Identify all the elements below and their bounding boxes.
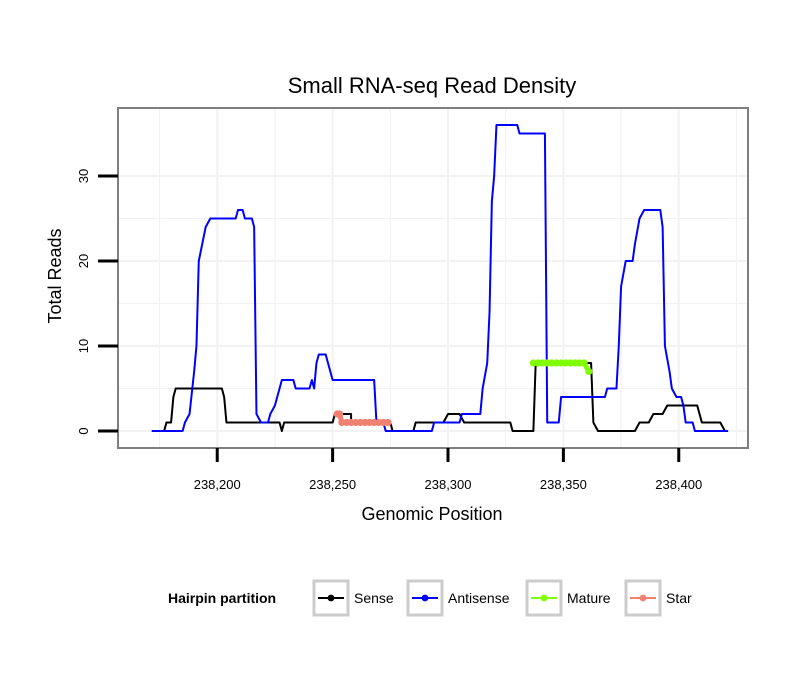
x-tick-label: 238,200 xyxy=(194,477,241,492)
y-axis-title: Total Reads xyxy=(45,228,65,323)
legend-title: Hairpin partition xyxy=(168,590,276,606)
y-tick-label: 10 xyxy=(76,339,91,353)
y-tick-label: 30 xyxy=(76,169,91,183)
legend-label-antisense: Antisense xyxy=(448,590,510,606)
legend: Hairpin partition Sense Antisense Mature St… xyxy=(168,579,692,617)
series-line-sense xyxy=(151,362,729,432)
x-tick-label: 238,400 xyxy=(655,477,702,492)
chart-title: Small RNA-seq Read Density xyxy=(288,73,577,98)
x-tick-label: 238,300 xyxy=(425,477,472,492)
legend-label-sense: Sense xyxy=(354,590,394,606)
plot-border xyxy=(117,107,749,449)
series-point-mature xyxy=(585,367,593,376)
legend-key-point-mature xyxy=(540,594,548,602)
series-point-mature xyxy=(580,359,588,367)
legend-key-point-star xyxy=(639,594,647,602)
axes: 238,200 238,250 238,300 238,350 238,400 0 10 20… xyxy=(76,107,749,492)
legend-label-star: Star xyxy=(666,590,692,606)
x-tick-label: 238,350 xyxy=(540,477,587,492)
legend-label-mature: Mature xyxy=(567,590,611,606)
plot-series xyxy=(151,124,729,432)
legend-key-point-sense xyxy=(327,594,335,602)
series-line-antisense xyxy=(151,124,729,432)
plot-panel xyxy=(118,108,748,448)
series-point-star xyxy=(384,418,392,427)
series-point-star xyxy=(335,410,344,418)
legend-key-point-antisense xyxy=(421,594,429,602)
grid xyxy=(118,108,748,448)
x-axis-title: Genomic Position xyxy=(361,504,502,524)
x-tick-label: 238,250 xyxy=(309,477,356,492)
y-tick-label: 20 xyxy=(76,254,91,268)
y-tick-label: 0 xyxy=(76,427,91,434)
